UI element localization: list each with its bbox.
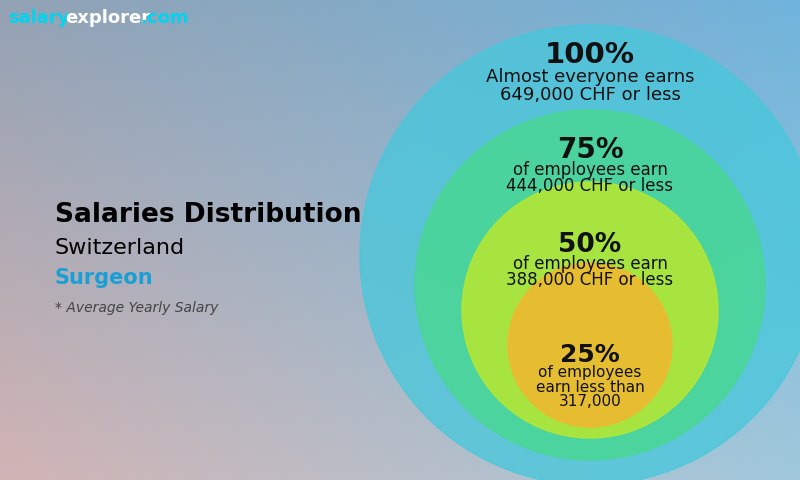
Text: earn less than: earn less than: [536, 381, 644, 396]
Circle shape: [415, 110, 765, 460]
Text: 649,000 CHF or less: 649,000 CHF or less: [499, 86, 681, 104]
Circle shape: [360, 25, 800, 480]
Text: of employees earn: of employees earn: [513, 161, 667, 179]
Circle shape: [462, 182, 718, 438]
Text: 388,000 CHF or less: 388,000 CHF or less: [506, 271, 674, 289]
Text: Switzerland: Switzerland: [55, 238, 185, 258]
Text: * Average Yearly Salary: * Average Yearly Salary: [55, 301, 218, 315]
Text: salary: salary: [8, 9, 70, 27]
Text: .com: .com: [140, 9, 189, 27]
Text: 317,000: 317,000: [558, 394, 622, 408]
Text: of employees earn: of employees earn: [513, 255, 667, 273]
Text: 75%: 75%: [557, 136, 623, 164]
Text: 25%: 25%: [560, 343, 620, 367]
Text: of employees: of employees: [538, 365, 642, 381]
Circle shape: [508, 263, 672, 427]
Text: 444,000 CHF or less: 444,000 CHF or less: [506, 177, 674, 195]
Text: Almost everyone earns: Almost everyone earns: [486, 68, 694, 86]
Text: 50%: 50%: [558, 232, 622, 258]
Text: 100%: 100%: [545, 41, 635, 69]
Text: explorer: explorer: [65, 9, 150, 27]
Text: Surgeon: Surgeon: [55, 268, 154, 288]
Text: Salaries Distribution: Salaries Distribution: [55, 202, 362, 228]
